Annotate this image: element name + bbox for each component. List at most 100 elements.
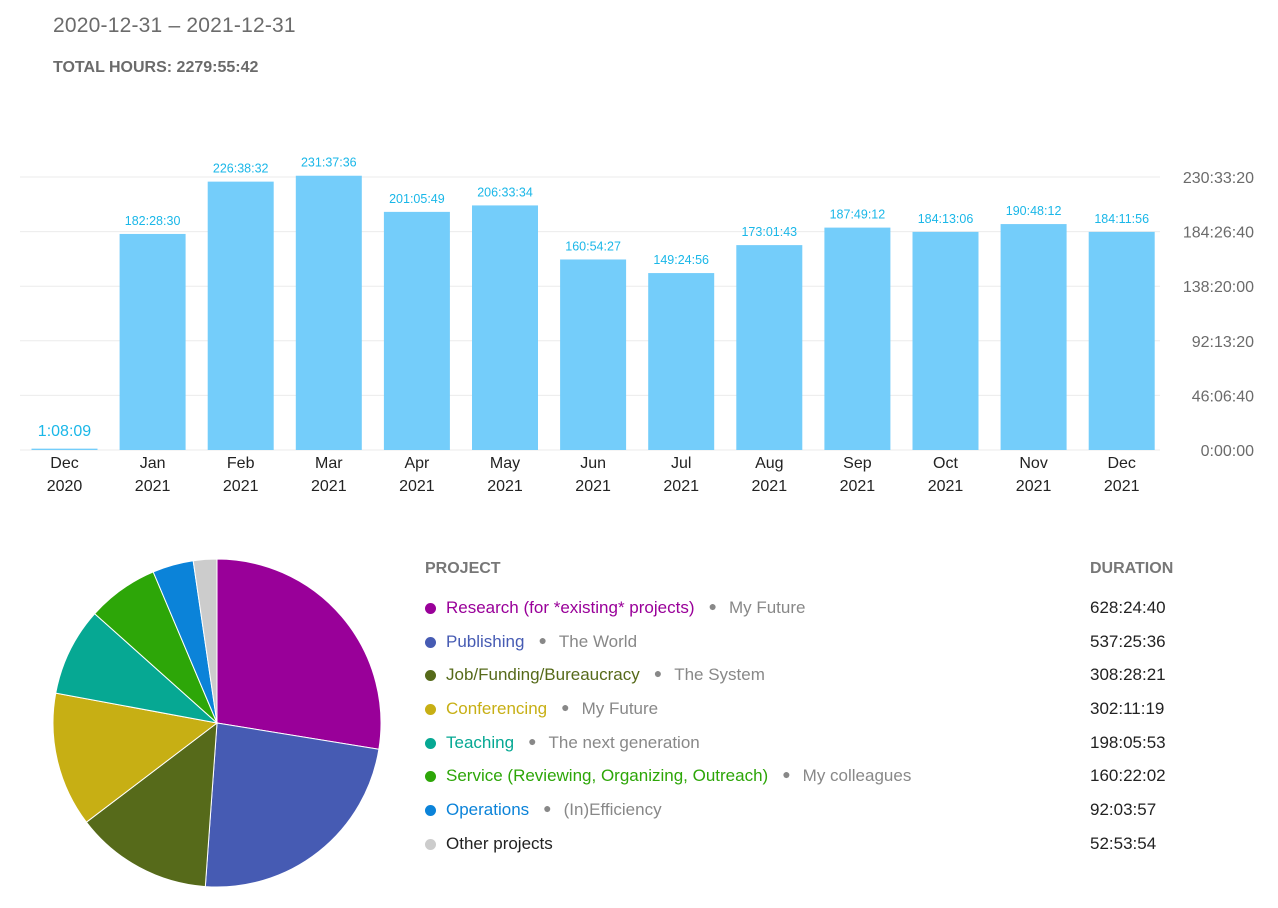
bar-data-label: 1:08:09 xyxy=(38,423,91,440)
bar-data-label: 201:05:49 xyxy=(389,192,445,206)
project-color-dot xyxy=(425,737,436,749)
date-range: 2020-12-31 – 2021-12-31 xyxy=(53,14,296,37)
bar[interactable] xyxy=(119,233,186,450)
pie-slice[interactable] xyxy=(204,722,380,888)
x-tick-label-year: 2021 xyxy=(752,478,788,495)
bar[interactable] xyxy=(472,205,538,450)
bar[interactable] xyxy=(560,259,627,450)
project-color-dot xyxy=(425,771,436,783)
x-tick-label-year: 2021 xyxy=(1016,478,1052,495)
x-tick-label-year: 2021 xyxy=(399,478,435,495)
project-duration: 308:28:21 xyxy=(1090,665,1166,685)
project-duration: 537:25:36 xyxy=(1090,631,1166,651)
x-tick-label-month: Jul xyxy=(671,455,691,472)
pie-slice[interactable] xyxy=(55,613,219,724)
project-duration: 92:03:57 xyxy=(1090,800,1157,820)
project-label: Job/Funding/Bureaucracy ● The System xyxy=(446,665,765,685)
project-pie-chart xyxy=(52,558,382,888)
x-tick-label-month: Jan xyxy=(140,455,166,472)
project-name[interactable]: Research (for *existing* projects) xyxy=(446,598,695,617)
client-name: My Future xyxy=(728,598,806,617)
total-hours: TOTAL HOURS: 2279:55:42 xyxy=(53,59,259,76)
x-tick-label-year: 2021 xyxy=(575,478,611,495)
project-name[interactable]: Job/Funding/Bureaucracy xyxy=(446,665,640,685)
x-tick-label-month: Feb xyxy=(227,455,255,472)
y-tick-label: 0:00:00 xyxy=(1201,443,1254,460)
bar[interactable] xyxy=(1000,224,1067,450)
project-label: Research (for *existing* projects) ● My Fu… xyxy=(446,598,805,618)
x-tick-label-year: 2021 xyxy=(223,478,259,495)
project-color-dot xyxy=(425,670,436,682)
bar-data-label: 184:13:06 xyxy=(918,212,974,226)
project-row[interactable]: Teaching ● The next generation 198:05:53 xyxy=(425,730,1185,764)
x-tick-label-year: 2021 xyxy=(840,478,876,495)
project-label: Service (Reviewing, Organizing, Outreach… xyxy=(446,766,911,786)
x-tick-label-year: 2021 xyxy=(135,478,171,495)
project-column-header[interactable]: PROJECT xyxy=(425,560,501,577)
project-duration: 628:24:40 xyxy=(1090,598,1166,617)
pie-slice[interactable] xyxy=(192,558,218,724)
x-tick-label-year: 2021 xyxy=(311,478,347,495)
project-name[interactable]: Operations xyxy=(446,800,530,820)
project-row[interactable]: Conferencing ● My Future 302:11:19 xyxy=(425,696,1185,730)
pie-slice[interactable] xyxy=(216,558,382,750)
x-tick-label-year: 2021 xyxy=(487,478,523,495)
y-tick-label: 184:26:40 xyxy=(1183,225,1254,242)
y-tick-label: 138:20:00 xyxy=(1183,279,1254,296)
bar[interactable] xyxy=(207,181,274,450)
project-name[interactable]: Other projects xyxy=(446,833,553,853)
project-color-dot xyxy=(425,636,436,648)
project-row[interactable]: Operations ● (In)Efficiency 92:03:57 xyxy=(425,797,1185,831)
bullet-separator-icon: ● xyxy=(561,699,570,716)
y-tick-label: 92:13:20 xyxy=(1192,334,1254,351)
bar[interactable] xyxy=(824,227,891,450)
bar[interactable] xyxy=(31,448,98,450)
duration-column-header[interactable]: DURATION xyxy=(1090,560,1174,577)
x-tick-label-month: Dec xyxy=(50,455,78,472)
client-name: My Future xyxy=(581,699,659,719)
bullet-separator-icon: ● xyxy=(782,766,791,783)
x-tick-label-month: Dec xyxy=(1107,455,1135,472)
bar-data-label: 206:33:34 xyxy=(477,185,533,199)
project-color-dot xyxy=(425,704,436,716)
project-name[interactable]: Service (Reviewing, Organizing, Outreach… xyxy=(446,766,769,786)
client-name: The System xyxy=(674,665,765,685)
project-duration: 160:22:02 xyxy=(1090,766,1166,786)
client-name: The next generation xyxy=(548,732,700,752)
bar-data-label: 226:38:32 xyxy=(213,162,269,176)
project-row[interactable]: Job/Funding/Bureaucracy ● The System 308:28… xyxy=(425,662,1185,696)
project-label: Other projects xyxy=(446,834,553,854)
x-tick-label-year: 2021 xyxy=(663,478,699,495)
project-row[interactable]: Service (Reviewing, Organizing, Outreach… xyxy=(425,763,1185,797)
bar[interactable] xyxy=(736,245,803,450)
pie-slice[interactable] xyxy=(85,721,218,888)
bullet-separator-icon: ● xyxy=(538,631,547,648)
bar[interactable] xyxy=(383,211,450,450)
bar[interactable] xyxy=(295,175,362,451)
bar[interactable] xyxy=(648,273,715,450)
bullet-separator-icon: ● xyxy=(543,800,552,817)
x-tick-label-year: 2020 xyxy=(47,478,83,495)
project-name[interactable]: Teaching xyxy=(446,732,515,752)
x-tick-label-month: Mar xyxy=(315,455,343,472)
bar-data-label: 182:28:30 xyxy=(125,214,181,228)
project-row[interactable]: Publishing ● The World 537:25:36 xyxy=(425,629,1185,663)
bar-data-label: 190:48:12 xyxy=(1006,204,1062,218)
project-name[interactable]: Conferencing xyxy=(446,699,548,719)
bullet-separator-icon: ● xyxy=(708,598,717,614)
project-name[interactable]: Publishing xyxy=(446,631,525,651)
project-label: Conferencing ● My Future xyxy=(446,699,658,719)
bullet-separator-icon: ● xyxy=(528,732,537,749)
x-tick-label-month: Oct xyxy=(933,455,958,472)
y-tick-label: 230:33:20 xyxy=(1183,170,1254,187)
project-row[interactable]: Research (for *existing* projects) ● My Fu… xyxy=(425,595,1185,629)
bar-data-label: 173:01:43 xyxy=(741,225,797,239)
x-tick-label-month: Nov xyxy=(1019,455,1047,472)
bar[interactable] xyxy=(1088,231,1155,450)
bar-data-label: 231:37:36 xyxy=(301,156,357,170)
x-tick-label-month: Sep xyxy=(843,455,872,472)
bar[interactable] xyxy=(912,231,979,450)
monthly-hours-bar-chart: 0:00:00 46:06:40 92:13:20 138:20:00 184:26:4… xyxy=(20,156,1254,495)
pie-slice[interactable] xyxy=(52,692,219,823)
project-row[interactable]: Other projects 52:53:54 xyxy=(425,831,1185,865)
